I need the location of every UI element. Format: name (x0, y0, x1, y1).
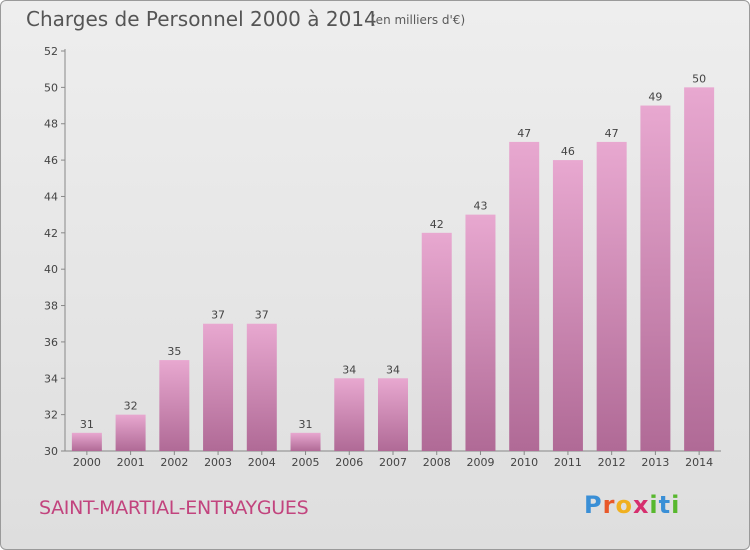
y-tick-label: 46 (44, 154, 58, 167)
logo-letter: x (632, 491, 650, 519)
logo-letter: o (615, 491, 633, 519)
y-tick-label: 42 (44, 227, 58, 240)
bar[interactable] (71, 432, 102, 451)
y-tick-label: 44 (44, 190, 58, 203)
y-tick-label: 32 (44, 409, 58, 422)
x-tick-label: 2008 (423, 456, 451, 469)
bar-value-label: 47 (605, 127, 619, 140)
y-tick-label: 36 (44, 336, 58, 349)
y-tick-label: 34 (44, 372, 58, 385)
y-tick-label: 52 (44, 45, 58, 58)
bar[interactable] (421, 232, 452, 451)
bar[interactable] (159, 360, 190, 451)
y-tick-label: 50 (44, 81, 58, 94)
x-tick-label: 2013 (641, 456, 669, 469)
bar[interactable] (290, 432, 321, 451)
logo-letter: t (658, 491, 672, 519)
x-tick-label: 2004 (248, 456, 276, 469)
x-tick-label: 2000 (73, 456, 101, 469)
x-tick-label: 2011 (554, 456, 582, 469)
bar-value-label: 31 (299, 418, 313, 431)
logo-letter: P (584, 491, 603, 519)
bar-value-label: 49 (648, 91, 662, 104)
bar[interactable] (509, 141, 540, 451)
bar-value-label: 35 (167, 345, 181, 358)
commune-name: SAINT-MARTIAL-ENTRAYGUES (39, 497, 309, 519)
proxiti-logo[interactable]: Proxiti (584, 491, 680, 519)
x-tick-label: 2012 (598, 456, 626, 469)
x-tick-label: 2009 (466, 456, 494, 469)
chart-title: Charges de Personnel 2000 à 2014 (26, 7, 377, 31)
bar[interactable] (203, 323, 234, 451)
x-tick-label: 2010 (510, 456, 538, 469)
x-tick-label: 2014 (685, 456, 713, 469)
logo-letter: i (649, 491, 659, 519)
bar[interactable] (640, 105, 671, 451)
bar-value-label: 37 (211, 309, 225, 322)
bar[interactable] (552, 160, 583, 451)
x-tick-label: 2006 (335, 456, 363, 469)
bar-value-label: 47 (517, 127, 531, 140)
bar-value-label: 46 (561, 145, 575, 158)
bar[interactable] (334, 378, 365, 451)
y-tick-label: 48 (44, 118, 58, 131)
x-tick-label: 2007 (379, 456, 407, 469)
x-tick-label: 2002 (160, 456, 188, 469)
x-tick-label: 2003 (204, 456, 232, 469)
bar[interactable] (115, 414, 146, 451)
bar[interactable] (246, 323, 277, 451)
bar[interactable] (378, 378, 408, 451)
y-tick-label: 30 (44, 445, 58, 458)
x-tick-label: 2001 (117, 456, 145, 469)
bar[interactable] (465, 214, 496, 451)
bar-value-label: 34 (342, 363, 356, 376)
bar-value-label: 31 (80, 418, 94, 431)
y-tick-label: 40 (44, 263, 58, 276)
bar-value-label: 32 (124, 400, 138, 413)
chart-subtitle: (en milliers d'€) (371, 13, 466, 27)
bar-value-label: 50 (692, 72, 706, 85)
bar-value-label: 42 (430, 218, 444, 231)
bar[interactable] (596, 141, 627, 451)
bar-value-label: 43 (473, 200, 487, 213)
bar-value-label: 34 (386, 363, 400, 376)
bar[interactable] (684, 87, 715, 451)
logo-letter: i (671, 491, 681, 519)
y-tick-label: 38 (44, 300, 58, 313)
x-tick-label: 2005 (292, 456, 320, 469)
logo-letter: r (602, 491, 616, 519)
bar-value-label: 37 (255, 309, 269, 322)
